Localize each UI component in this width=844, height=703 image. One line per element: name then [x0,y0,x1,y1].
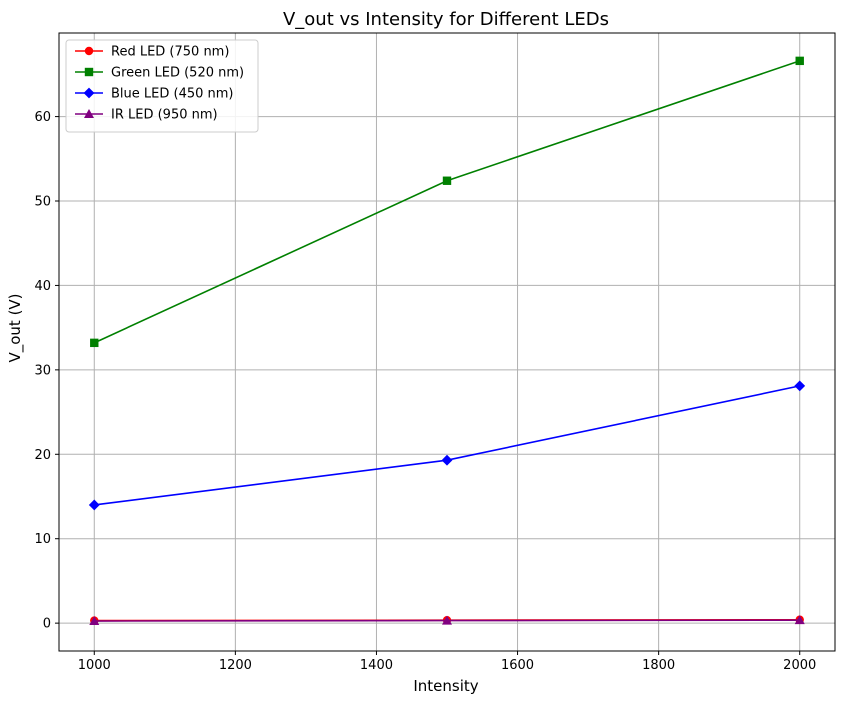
data-point-marker [794,615,805,625]
x-tick-label: 2000 [783,658,816,673]
legend-item: IR LED (950 nm) [75,108,218,123]
grid [59,33,835,651]
legend-item: Green LED (520 nm) [75,66,244,81]
x-tick-label: 1800 [642,658,675,673]
y-tick-label: 0 [43,617,51,632]
legend-box [65,39,259,133]
x-tick-label: 1000 [78,658,111,673]
data-point-marker [795,56,804,66]
legend-marker [84,67,94,77]
x-axis-label: Intensity [413,677,478,695]
data-point-marker [442,176,452,185]
axis-ticks: 1000 1200 1400 1600 1800 2000 0 10 20 30 40 50 60 [34,110,816,673]
plot-area-frame [58,32,836,652]
series-4 [89,615,805,626]
series-3 [88,380,806,511]
legend-item: Red LED (750 nm) [75,45,229,60]
series-line [94,385,800,506]
y-tick-label: 50 [34,195,51,210]
data-point-marker [89,616,100,626]
legend-label: Blue LED (450 nm) [111,87,234,102]
y-tick-label: 60 [34,110,51,125]
x-tick-label: 1200 [219,658,252,673]
data-point-marker [441,454,453,466]
legend-marker [84,46,94,56]
legend-marker [84,109,94,118]
legend-item: Blue LED (450 nm) [75,87,234,102]
y-tick-label: 20 [34,448,51,463]
y-axis-label: V_out (V) [6,293,25,362]
legend-label: Green LED (520 nm) [111,66,244,81]
y-tick-label: 40 [34,279,51,294]
legend-label: IR LED (950 nm) [111,108,218,123]
y-tick-label: 30 [34,363,51,378]
series-group [88,56,806,626]
legend-marker [83,87,95,99]
data-point-marker [442,615,452,625]
data-point-marker [90,338,99,348]
legend-label: Red LED (750 nm) [111,45,229,60]
x-tick-label: 1600 [501,658,534,673]
series-2 [90,56,804,348]
x-tick-label: 1400 [360,658,393,673]
legend: Red LED (750 nm) Green LED (520 nm) Blue L… [65,39,259,133]
y-tick-label: 10 [34,532,51,547]
data-point-marker [794,380,806,392]
data-point-marker [88,499,100,511]
chart-title: V_out vs Intensity for Different LEDs [283,9,609,30]
